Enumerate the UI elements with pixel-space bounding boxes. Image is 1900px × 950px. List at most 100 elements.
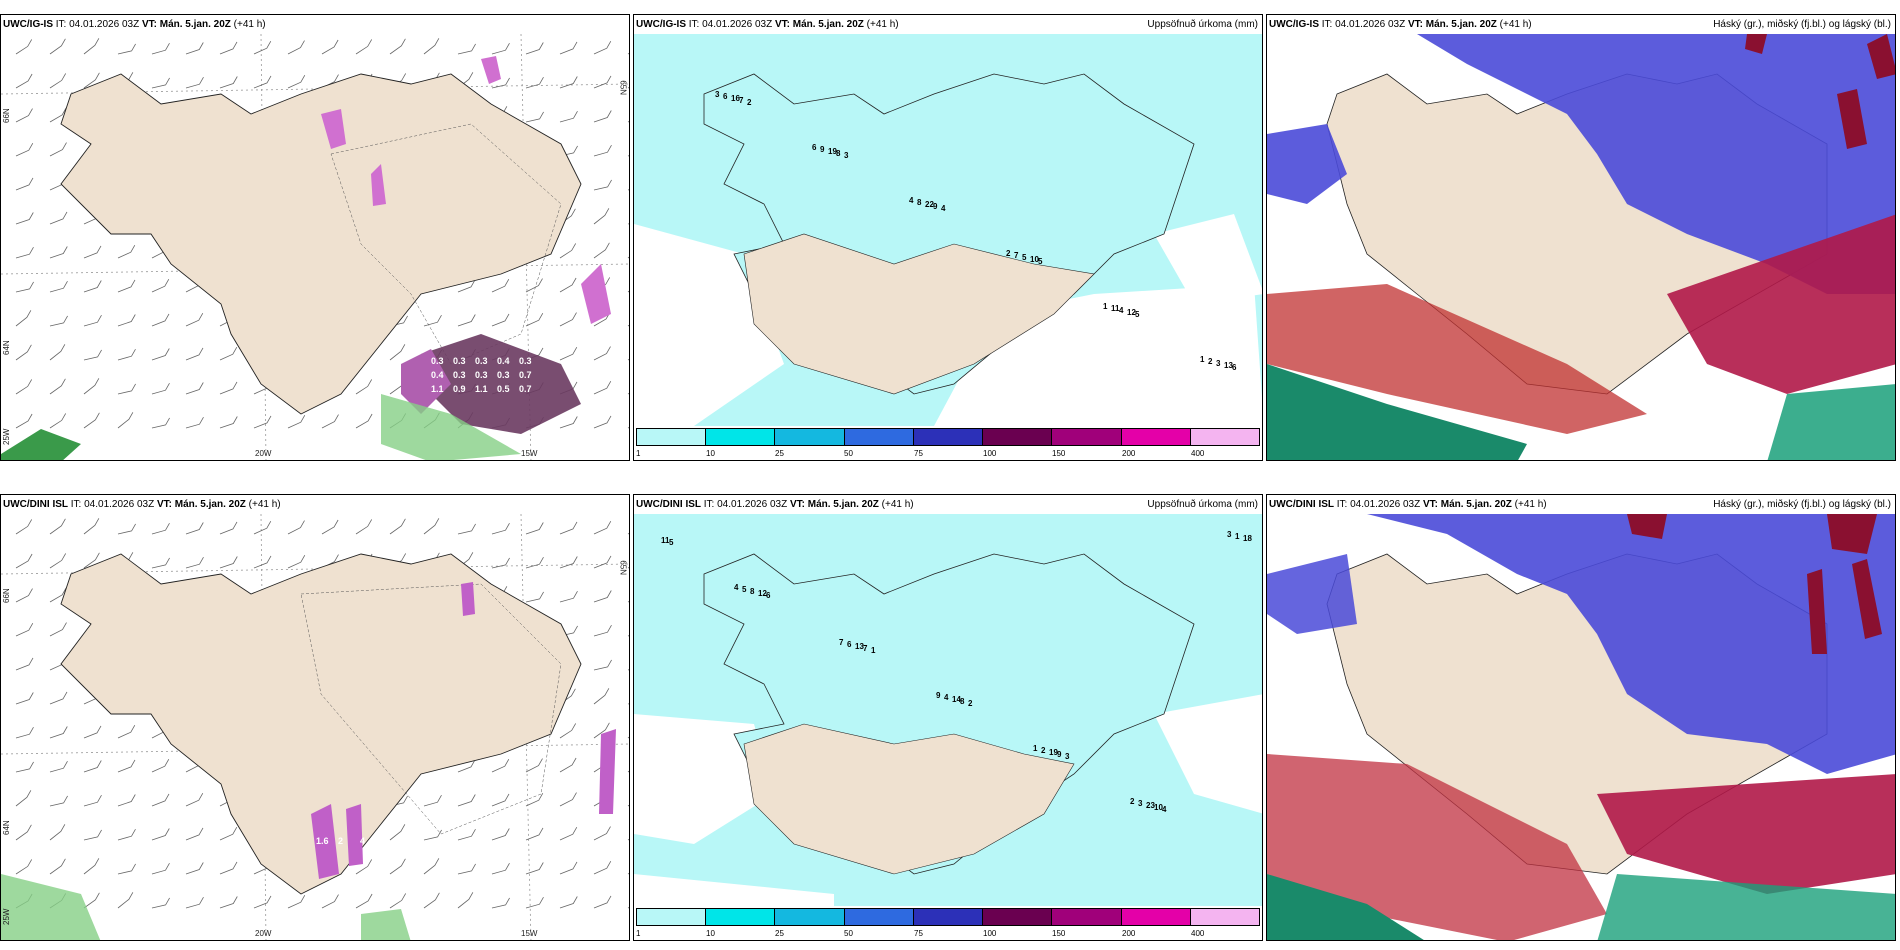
wind-barb	[49, 691, 68, 705]
wind-barb	[117, 829, 136, 841]
wind-barb	[83, 245, 102, 259]
lon-label-15w: 15W	[521, 449, 538, 458]
colorbar-label: 25	[775, 929, 784, 938]
wind-barb	[593, 688, 610, 705]
wind-barb	[355, 519, 373, 535]
cape-labels: 1.6 2 4	[316, 836, 365, 846]
colorbar	[636, 428, 1260, 446]
land-dry	[743, 723, 1075, 875]
wind-barb	[15, 824, 32, 841]
wind-barb	[525, 793, 544, 807]
high-cloud-streaks	[1267, 284, 1647, 434]
cape-labels: 0.3 0.3 0.3 0.4 0.3 0.4 0.3 0.3 0.3 0.7 1.1 0.9 1.1 0…	[431, 356, 532, 394]
colorbar-label: 1	[636, 449, 641, 458]
wind-barb	[627, 567, 629, 569]
value-label: 14	[952, 695, 961, 704]
wind-barb	[83, 725, 102, 739]
dark-red-spots	[1745, 34, 1895, 149]
iceland-land	[60, 73, 582, 415]
wind-barb	[627, 736, 629, 739]
value-label: 1	[1103, 302, 1108, 311]
wind-barb	[83, 315, 102, 327]
wind-barb	[457, 892, 474, 909]
colorbar-bin	[913, 909, 984, 925]
wind-barb	[423, 829, 442, 841]
wind-barb	[491, 828, 510, 841]
lon-label-20w: 20W	[255, 929, 272, 938]
value-label: 18	[1243, 534, 1252, 543]
colorbar-bin	[775, 909, 845, 925]
wind-barb	[117, 314, 136, 327]
mid-cloud-blue	[1417, 34, 1895, 294]
wind-barb	[15, 692, 34, 705]
wind-barb	[15, 344, 32, 361]
wind-barb	[49, 38, 66, 55]
value-label: 4	[941, 204, 946, 213]
wind-barb	[559, 347, 578, 361]
wind-barb	[15, 727, 34, 739]
wind-barb	[151, 383, 170, 395]
wind-barb	[525, 77, 544, 89]
value-label: 3	[715, 90, 720, 99]
wind-barb	[15, 281, 34, 293]
land-dry	[743, 233, 1095, 395]
value-label: 13	[1224, 361, 1233, 370]
wind-barb	[627, 53, 629, 55]
wind-barb	[219, 41, 238, 55]
value-label: 1	[871, 646, 876, 655]
wind-barb	[593, 659, 612, 671]
low-cloud-green-right	[1767, 384, 1895, 460]
wind-barb	[627, 358, 629, 361]
value-label: 4	[1162, 805, 1167, 814]
lat-label-66n: 66N	[2, 108, 11, 123]
cape-value-label: 4	[360, 836, 365, 846]
wind-barb	[151, 77, 170, 89]
wind-barb	[389, 344, 406, 361]
cape-value-label: 1.6	[316, 836, 329, 846]
wind-barb	[593, 895, 612, 909]
wind-barb	[117, 412, 134, 429]
wind-barb	[559, 277, 577, 293]
wind-barb	[185, 382, 204, 395]
wind-barb	[389, 824, 406, 841]
precip-field-label: Uppsöfnuð úrkoma (mm)	[1147, 19, 1258, 30]
wind-barb	[525, 42, 544, 55]
wind-barb	[185, 897, 204, 909]
wind-barb	[151, 417, 170, 429]
wind-barb	[321, 414, 339, 429]
wind-barb	[593, 625, 612, 637]
wind-barb	[219, 896, 238, 909]
wind-barb	[423, 315, 442, 327]
wind-barb	[15, 379, 33, 395]
wind-barb	[559, 312, 577, 327]
wind-barb	[15, 553, 33, 569]
value-label: 2	[1130, 797, 1135, 806]
wind-barb	[525, 313, 544, 327]
wind-barb	[491, 279, 510, 293]
wind-barb	[185, 862, 204, 875]
wind-barb	[117, 383, 136, 395]
wind-barb	[627, 189, 629, 191]
wind-barb	[253, 75, 272, 89]
cape-value-label: 0.3	[519, 356, 532, 366]
wind-barb	[49, 73, 67, 89]
wind-barb	[15, 859, 33, 875]
value-label: 4	[944, 693, 949, 702]
wind-barb	[593, 590, 612, 603]
wind-barb	[15, 39, 33, 55]
wind-barb	[117, 794, 136, 807]
wind-barb	[185, 313, 204, 327]
wind-barb	[185, 793, 204, 807]
wind-barb	[627, 873, 629, 875]
high-cloud-red	[1667, 214, 1895, 394]
wind-barb	[457, 43, 476, 55]
colorbar-label: 200	[1122, 449, 1136, 458]
wind-barb	[49, 281, 68, 293]
wind-barb	[49, 378, 66, 395]
value-label: 12	[1127, 308, 1136, 317]
pink-cells	[321, 56, 611, 324]
value-label: 4	[1119, 306, 1124, 315]
cape-value-label: 1.1	[475, 384, 488, 394]
value-label: 8	[836, 149, 841, 158]
cape-value-label: 0.3	[475, 370, 488, 380]
